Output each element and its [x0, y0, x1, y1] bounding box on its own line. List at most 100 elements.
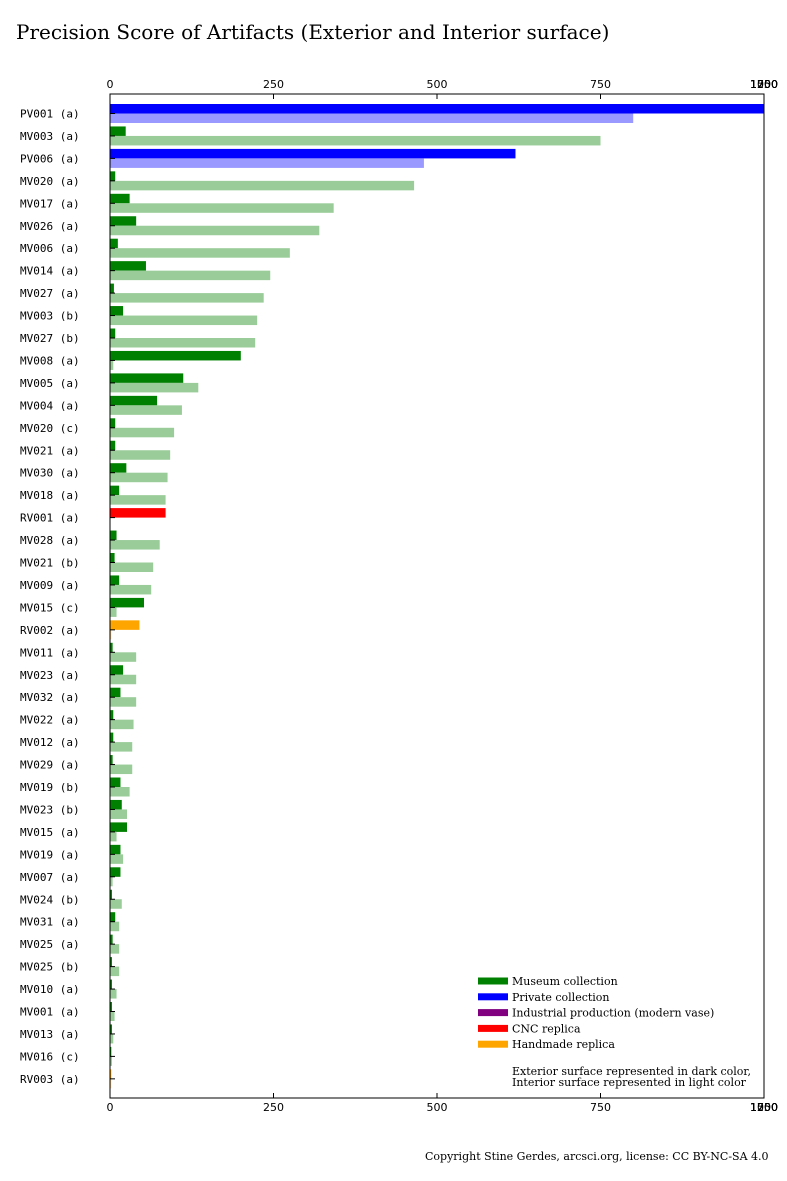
category-label: MV029 (a): [20, 759, 80, 772]
bar-exterior: [110, 350, 241, 361]
category-label: MV005 (a): [20, 377, 80, 390]
bar-interior: [110, 921, 120, 932]
bar-exterior: [110, 620, 140, 630]
bar-exterior: [110, 283, 114, 294]
bar-interior: [110, 787, 130, 797]
category-label: MV004 (a): [20, 399, 80, 412]
category-label: MV010 (a): [20, 983, 80, 996]
bar-interior: [110, 562, 154, 572]
bar-interior: [110, 809, 128, 819]
bar-exterior: [110, 440, 116, 451]
category-label: MV032 (a): [20, 691, 80, 704]
bar-exterior: [110, 822, 128, 832]
x-tick-label-bottom: 750: [590, 1101, 611, 1114]
bar-exterior: [110, 799, 122, 810]
plot-frame: [109, 93, 765, 1099]
bar-interior: [110, 742, 133, 752]
category-label: MV012 (a): [20, 736, 80, 749]
legend-note: Exterior surface represented in dark col…: [512, 1065, 751, 1078]
bar-interior: [110, 427, 175, 438]
bar-exterior: [110, 732, 114, 743]
x-tick-label-top: 1500: [750, 78, 778, 91]
bar-exterior: [110, 126, 126, 136]
bar-exterior: [110, 979, 112, 990]
bar-interior: [110, 989, 117, 999]
legend-label: Museum collection: [512, 975, 618, 988]
category-label: MV025 (b): [20, 961, 80, 974]
bar-exterior: [110, 373, 184, 383]
bar-interior: [110, 944, 120, 954]
bar-interior: [110, 854, 124, 864]
category-label: MV011 (a): [20, 646, 80, 659]
bar-interior: [110, 495, 166, 505]
bar-interior: [110, 1078, 112, 1089]
bar-interior: [110, 540, 160, 550]
bar-exterior: [110, 1069, 112, 1079]
x-tick-label-bottom: 1500: [750, 1101, 778, 1114]
category-label: MV015 (c): [20, 601, 80, 614]
bar-interior: [110, 338, 256, 348]
bar-interior: [110, 607, 117, 617]
category-label: MV021 (a): [20, 444, 80, 457]
category-label: PV006 (a): [20, 152, 80, 165]
category-label: MV009 (a): [20, 579, 80, 592]
x-tick-label-top: 750: [590, 78, 611, 91]
category-label: MV027 (a): [20, 287, 80, 300]
bar-interior: [110, 203, 334, 213]
bar-interior: [110, 180, 415, 191]
bar-exterior: [110, 1046, 112, 1057]
category-label: MV018 (a): [20, 489, 80, 502]
bar-interior: [110, 113, 634, 123]
bar-interior: [110, 966, 120, 977]
legend-label: CNC replica: [512, 1022, 581, 1035]
bar-interior: [110, 629, 112, 640]
category-label: MV019 (b): [20, 781, 80, 794]
category-label: MV008 (a): [20, 354, 80, 367]
legend-swatch: [478, 977, 508, 985]
category-label: MV023 (a): [20, 669, 80, 682]
bars-layer: [110, 104, 764, 1089]
bar-exterior: [110, 575, 120, 585]
legend: Museum collection Private collection Indus…: [478, 975, 751, 1089]
x-tick-label-bottom: 1750: [750, 1101, 778, 1114]
bar-interior: [110, 158, 424, 168]
bar-exterior: [110, 665, 124, 675]
legend-note: Interior surface represented in light co…: [512, 1076, 747, 1089]
x-tick-label-bottom: 500: [427, 1101, 448, 1114]
category-label: MV020 (c): [20, 422, 80, 435]
x-tick-label-top: 250: [263, 78, 284, 91]
bar-interior: [110, 248, 290, 258]
legend-swatch: [478, 993, 508, 1001]
category-label: MV024 (b): [20, 893, 80, 906]
category-label: MV006 (a): [20, 242, 80, 255]
category-label: RV003 (a): [20, 1073, 80, 1086]
chart-title: Precision Score of Artifacts (Exterior a…: [16, 20, 610, 44]
x-tick-label-top: 500: [427, 78, 448, 91]
category-label: RV002 (a): [20, 624, 80, 637]
category-label: MV023 (b): [20, 803, 80, 816]
bar-exterior: [110, 687, 121, 698]
bar-interior: [110, 652, 137, 662]
category-label: PV001 (a): [20, 108, 80, 121]
bar-exterior: [110, 957, 112, 967]
bar-exterior: [110, 328, 116, 338]
category-label: MV015 (a): [20, 826, 80, 839]
bar-interior: [110, 1033, 114, 1044]
bar-exterior: [110, 1024, 112, 1034]
bar-exterior: [110, 710, 114, 720]
bar-exterior: [110, 1002, 112, 1012]
bar-interior: [110, 472, 168, 483]
bar-interior: [110, 764, 133, 775]
x-tick-label-top: 1750: [750, 78, 778, 91]
x-tick-label-top: 0: [107, 78, 114, 91]
bar-exterior: [110, 261, 146, 271]
bar-interior: [110, 360, 114, 370]
bar-interior: [110, 270, 271, 281]
category-label: MV003 (a): [20, 130, 80, 143]
bar-exterior: [110, 777, 121, 787]
bar-exterior: [110, 485, 120, 496]
bar-interior: [110, 1056, 112, 1066]
category-label: MV021 (b): [20, 557, 80, 570]
bar-exterior: [110, 463, 127, 473]
bar-interior: [110, 315, 258, 326]
